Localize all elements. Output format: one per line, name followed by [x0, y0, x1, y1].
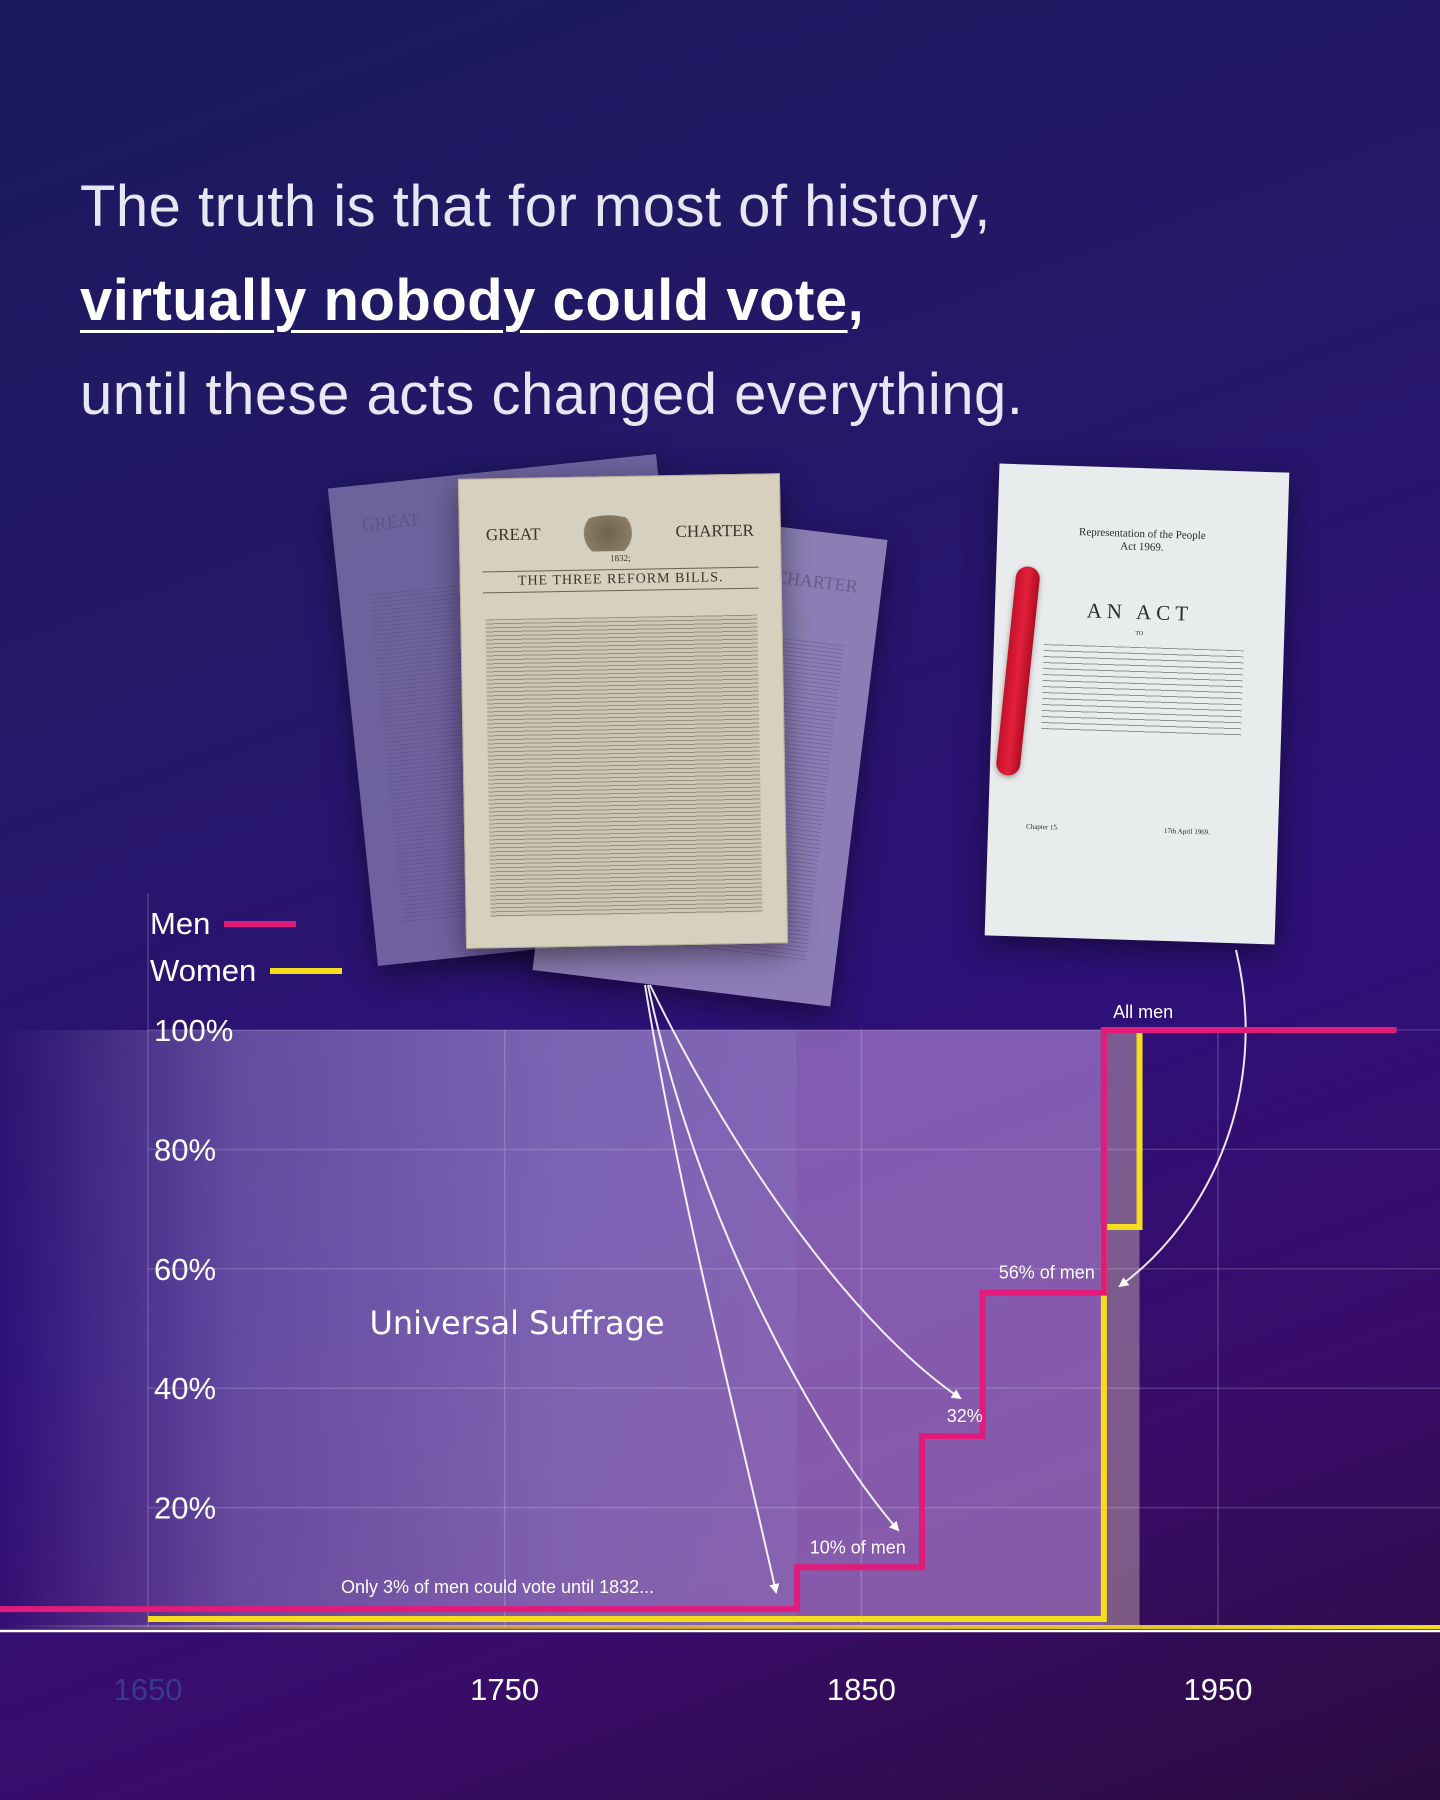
- annotation-arrow: [649, 984, 962, 1400]
- annotation-label: 32%: [947, 1406, 983, 1426]
- universal-suffrage-label: Universal Suffrage: [369, 1304, 664, 1342]
- annotation-label: 56% of men: [999, 1263, 1095, 1283]
- legend-swatch-men: [224, 920, 297, 927]
- annotation-arrow: [644, 984, 780, 1594]
- headline-comma: ,: [847, 268, 865, 333]
- chart-legend: Men Women: [150, 900, 343, 994]
- baseline: [0, 1625, 1440, 1629]
- annotation-label: All men: [1113, 1002, 1173, 1022]
- legend-label-women: Women: [150, 952, 257, 988]
- headline-line-3: until these acts changed everything.: [80, 362, 1024, 427]
- x-tick-label: 1750: [470, 1672, 539, 1707]
- series-line-men: [0, 1027, 1397, 1613]
- x-tick-label: 1650: [114, 1672, 183, 1707]
- headline-line-1: The truth is that for most of history,: [80, 174, 991, 239]
- x-tick-label: 1850: [827, 1672, 896, 1707]
- x-tick-label: 1950: [1184, 1672, 1253, 1707]
- legend-item-men: Men: [150, 900, 342, 947]
- legend-swatch-women: [270, 967, 343, 974]
- y-tick-label: 60%: [154, 1252, 216, 1287]
- annotation-arrow: [647, 984, 900, 1532]
- headline: The truth is that for most of history, v…: [80, 160, 1380, 442]
- y-tick-label: 20%: [154, 1491, 216, 1526]
- legend-item-women: Women: [150, 947, 343, 994]
- annotation-label: Only 3% of men could vote until 1832...: [341, 1577, 654, 1597]
- y-tick-label: 40%: [154, 1371, 216, 1406]
- y-tick-label: 100%: [154, 1013, 233, 1048]
- reform-era-shade: [797, 1030, 1104, 1627]
- annotation-arrow: [1118, 949, 1247, 1288]
- headline-emphasis: virtually nobody could vote: [80, 268, 848, 333]
- pre-reform-shade: [0, 1030, 798, 1627]
- headline-line-2: virtually nobody could vote,: [80, 254, 1380, 348]
- annotation-label: 10% of men: [810, 1537, 906, 1557]
- y-tick-label: 80%: [154, 1132, 216, 1167]
- legend-label-men: Men: [150, 905, 211, 941]
- women-gap-shade: [1103, 1030, 1140, 1627]
